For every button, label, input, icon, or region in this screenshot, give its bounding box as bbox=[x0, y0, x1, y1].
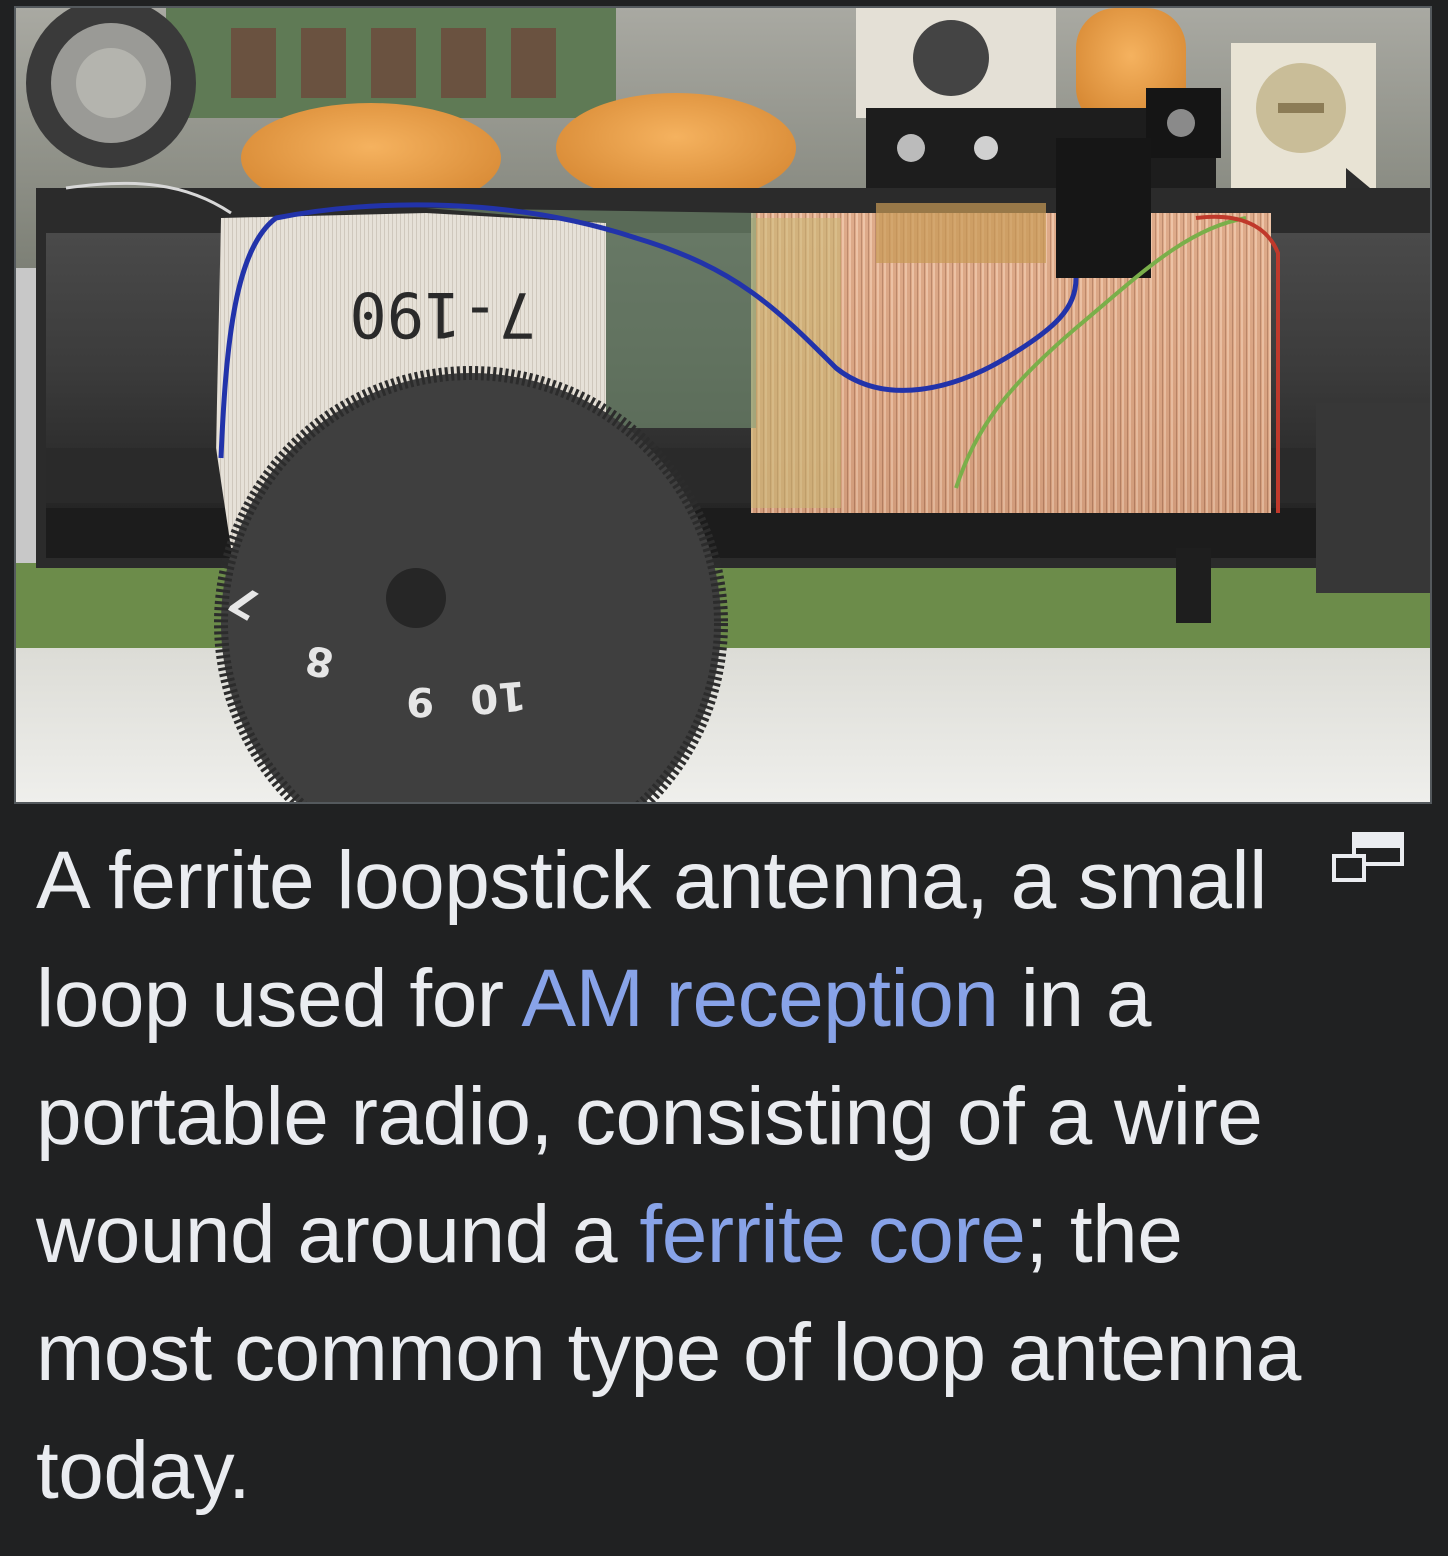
caption-text-1: A ferrite loopstick antenna, a small loo… bbox=[36, 835, 1267, 1044]
tape-label: 7-190 bbox=[349, 278, 536, 351]
caption-text-3: ; the most common type of loop antenna t… bbox=[36, 1189, 1301, 1516]
dial-number-10: 10 bbox=[468, 671, 527, 722]
enlarge-icon[interactable] bbox=[1330, 832, 1406, 884]
figure-image[interactable]: 7-190 7 8 9 10 bbox=[14, 6, 1432, 804]
caption-text-2: in a portable radio, consisting of a wir… bbox=[36, 953, 1263, 1280]
ferrite-core-link[interactable]: ferrite core bbox=[639, 1189, 1026, 1280]
dial-number-9: 9 bbox=[406, 678, 434, 724]
figure-caption: A ferrite loopstick antenna, a small loo… bbox=[36, 822, 1326, 1530]
am-reception-link[interactable]: AM reception bbox=[521, 953, 999, 1044]
